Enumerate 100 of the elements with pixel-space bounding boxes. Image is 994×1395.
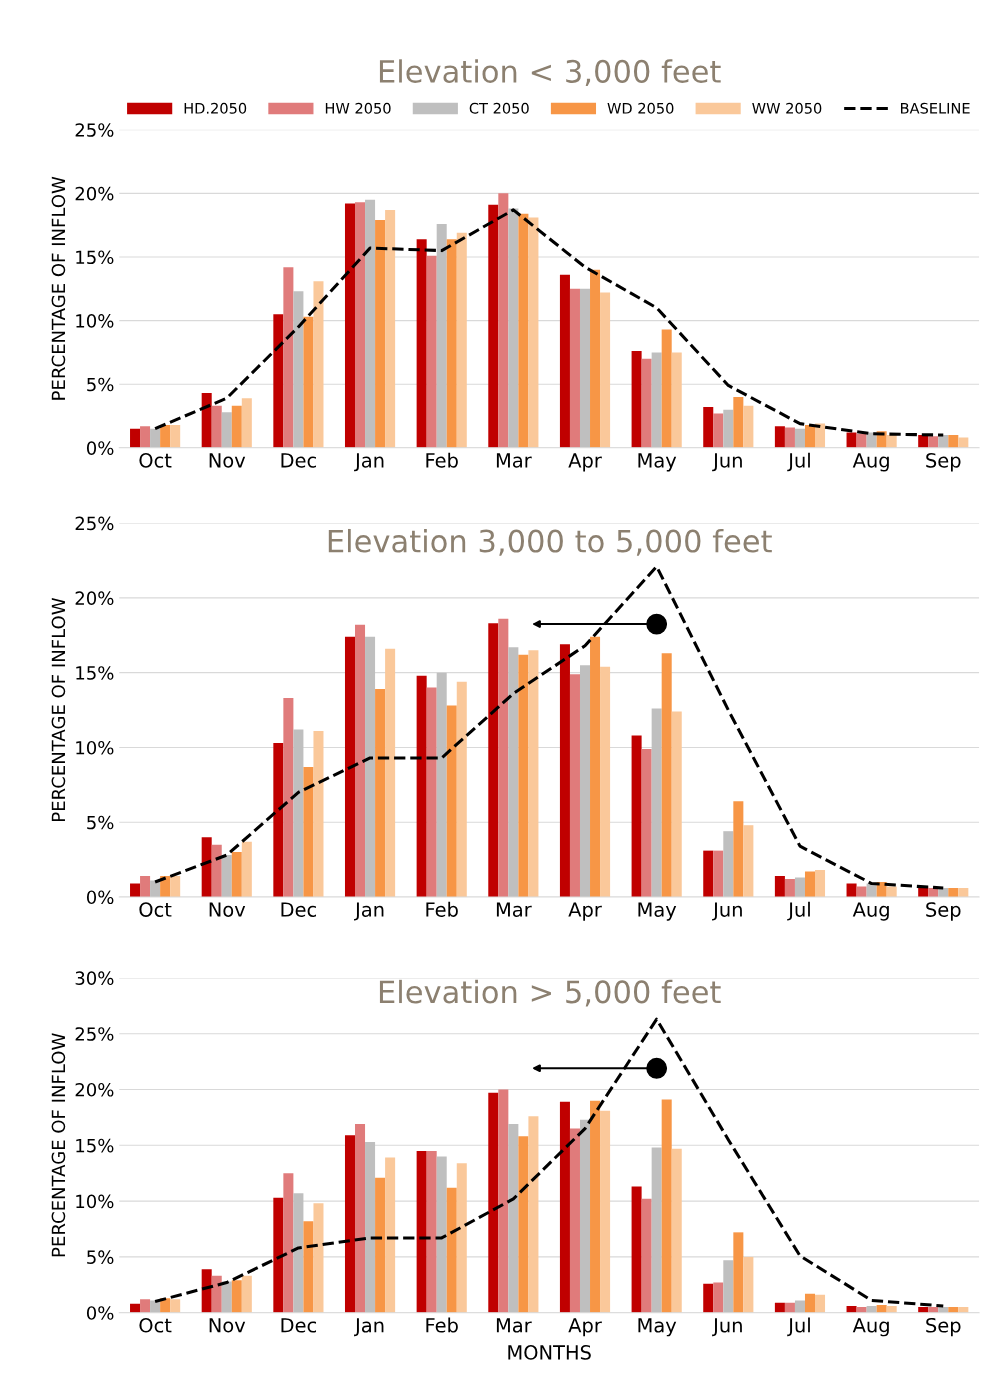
bar bbox=[160, 424, 171, 448]
bar bbox=[743, 825, 754, 897]
bar bbox=[866, 1306, 877, 1313]
legend-label: WW 2050 bbox=[752, 102, 822, 114]
y-tick-label: 5% bbox=[87, 1250, 114, 1265]
bar bbox=[774, 426, 785, 448]
y-tick-label: 10% bbox=[76, 740, 114, 755]
x-tick-label: Feb bbox=[426, 1317, 458, 1333]
bar bbox=[221, 412, 232, 448]
bar bbox=[559, 644, 570, 897]
bar bbox=[344, 1135, 356, 1313]
bar bbox=[641, 358, 652, 448]
y-tick-label: 5% bbox=[87, 815, 114, 830]
bar bbox=[170, 1299, 181, 1313]
bar bbox=[733, 396, 744, 448]
bar bbox=[344, 203, 356, 448]
bar bbox=[590, 1100, 601, 1313]
bar bbox=[528, 650, 539, 897]
bar bbox=[590, 636, 601, 897]
bar bbox=[804, 424, 816, 448]
bar bbox=[416, 239, 427, 448]
bar bbox=[426, 255, 437, 448]
bar bbox=[365, 636, 376, 897]
y-tick-label: 20% bbox=[75, 1082, 114, 1097]
x-tick-label: Sep bbox=[926, 453, 961, 472]
legend-label: CT 2050 bbox=[469, 102, 529, 114]
bar bbox=[661, 653, 672, 897]
bar bbox=[528, 1116, 539, 1313]
line-series bbox=[153, 208, 945, 437]
bar bbox=[488, 623, 499, 897]
bar bbox=[600, 292, 611, 448]
y-tick-label: 25% bbox=[75, 1027, 114, 1041]
bar bbox=[488, 1092, 499, 1313]
bar bbox=[600, 666, 611, 897]
chart-title: Elevation 3,000 to 5,000 feet bbox=[328, 528, 772, 556]
bar bbox=[375, 220, 386, 448]
x-tick-label: Nov bbox=[209, 453, 246, 468]
x-tick-label: Jun bbox=[712, 1318, 742, 1337]
y-axis-title: PERCENTAGE OF INFLOW bbox=[51, 1033, 66, 1257]
legend-label: BASELINE bbox=[901, 102, 970, 114]
bar bbox=[170, 424, 181, 448]
bar bbox=[508, 647, 519, 897]
y-tick-label: 30% bbox=[75, 971, 114, 986]
bar bbox=[518, 1136, 529, 1313]
bar bbox=[713, 1282, 724, 1313]
bar bbox=[140, 876, 151, 897]
bar bbox=[201, 1269, 212, 1313]
bar bbox=[784, 427, 795, 448]
x-tick-label: Sep bbox=[926, 1317, 961, 1337]
bar bbox=[784, 879, 795, 897]
bar bbox=[231, 405, 242, 448]
bar bbox=[569, 1128, 580, 1313]
bar bbox=[671, 711, 682, 897]
bar bbox=[241, 841, 252, 897]
x-tick-label: May bbox=[638, 453, 677, 472]
bar bbox=[794, 877, 805, 897]
bar bbox=[273, 1197, 284, 1313]
bar bbox=[703, 407, 714, 448]
bar bbox=[703, 1283, 714, 1313]
bar bbox=[140, 1299, 151, 1313]
bar bbox=[733, 801, 744, 897]
bar bbox=[846, 432, 857, 448]
bar bbox=[498, 193, 509, 448]
bar bbox=[743, 1256, 754, 1313]
bar bbox=[416, 675, 427, 897]
x-tick-label: Aug bbox=[852, 902, 889, 921]
bar bbox=[416, 1150, 427, 1313]
x-tick-label: Jan bbox=[354, 902, 384, 921]
bar bbox=[488, 204, 499, 448]
bar bbox=[651, 708, 662, 897]
bar bbox=[579, 665, 591, 897]
y-tick-label: 0% bbox=[86, 890, 114, 905]
bar bbox=[293, 291, 304, 448]
bar bbox=[856, 433, 867, 448]
y-tick-label: 15% bbox=[76, 666, 114, 680]
bar bbox=[313, 730, 324, 897]
bar bbox=[355, 1124, 366, 1313]
x-tick-label: Apr bbox=[568, 902, 602, 921]
bar bbox=[436, 223, 447, 448]
bar bbox=[733, 1232, 744, 1313]
bar bbox=[631, 735, 642, 897]
bar bbox=[303, 1221, 314, 1313]
bar bbox=[518, 654, 529, 897]
x-tick-label: Apr bbox=[568, 453, 602, 472]
bar bbox=[313, 1203, 324, 1313]
x-tick-label: Nov bbox=[209, 1318, 246, 1333]
x-tick-label: Feb bbox=[426, 901, 458, 917]
bar bbox=[876, 1304, 887, 1313]
bar bbox=[631, 351, 642, 448]
x-tick-label: May bbox=[638, 1318, 677, 1337]
bar bbox=[456, 681, 467, 897]
bar bbox=[600, 1110, 611, 1313]
bar bbox=[528, 217, 539, 448]
x-tick-label: Jan bbox=[354, 453, 384, 472]
bar bbox=[559, 1101, 570, 1313]
line-series bbox=[153, 1017, 945, 1308]
bar bbox=[436, 672, 447, 897]
y-tick-label: 10% bbox=[76, 314, 114, 328]
x-tick-label: Mar bbox=[496, 1318, 532, 1333]
bar bbox=[283, 698, 294, 897]
